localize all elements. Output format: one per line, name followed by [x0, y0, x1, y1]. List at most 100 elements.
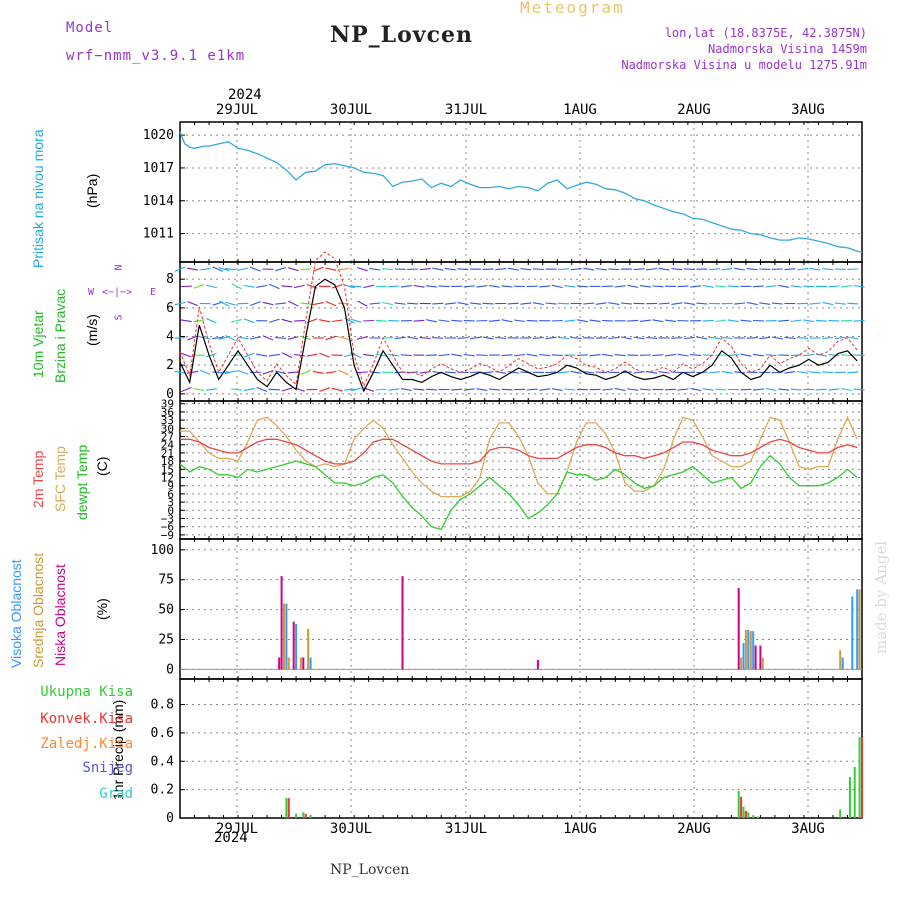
wind-arrow — [708, 336, 720, 340]
wind-arrow — [740, 388, 752, 391]
wind-arrow — [822, 268, 834, 271]
wind-arrow — [558, 336, 570, 340]
ytick-label: 27 — [161, 431, 174, 444]
wind-arrow — [350, 285, 362, 288]
wind-arrow — [664, 388, 677, 391]
wind-arrow — [338, 336, 349, 340]
wind-arrow — [828, 285, 840, 288]
ytick-label: 1017 — [143, 161, 174, 176]
low-cloud-bar — [278, 657, 281, 670]
wind-arrow — [822, 301, 834, 306]
wind-arrow — [287, 336, 299, 340]
wind-arrow — [664, 319, 676, 322]
wind-arrow — [325, 300, 337, 307]
low-cloud-bar — [737, 588, 740, 670]
wind-arrow — [344, 388, 356, 391]
ytick-label: 1020 — [143, 128, 174, 143]
total-rain-bar — [295, 813, 298, 818]
ytick-label: 25 — [158, 633, 174, 648]
wind-arrow — [250, 266, 261, 272]
wind-arrow — [796, 337, 809, 339]
wind-arrow — [281, 285, 293, 288]
wind-arrow — [671, 337, 683, 339]
wind-arrow — [658, 267, 670, 271]
wind-arrow — [224, 301, 236, 306]
wind-arrow — [288, 300, 299, 307]
wind-arrow — [174, 301, 186, 306]
ytick-label: 36 — [161, 406, 174, 419]
wind-arrow — [526, 388, 538, 391]
wind-arrow — [746, 337, 758, 339]
wind-compass: N W <−|−> E S — [88, 262, 168, 326]
wind-arrow — [438, 319, 450, 323]
wind-arrow — [752, 388, 765, 391]
wind-arrow — [847, 371, 859, 374]
wind-arrow — [400, 354, 412, 357]
wind-arrow — [790, 354, 802, 356]
ytick-label: 21 — [161, 447, 174, 460]
model-elevation-text: Nadmorska Visina u modelu 1275.91m — [621, 58, 867, 72]
wind-arrow — [702, 319, 714, 322]
wind-arrow — [708, 268, 721, 271]
wind-arrow — [205, 388, 217, 391]
wind-arrow — [790, 319, 802, 323]
conv-rain-bar — [740, 796, 743, 818]
wind-arrow — [275, 337, 287, 339]
wind-arrow — [583, 267, 595, 271]
wind-arrow — [652, 285, 664, 288]
wind-arrow — [778, 284, 790, 288]
bottom-date-label: 1AUG — [563, 821, 597, 837]
wind-arrow — [752, 319, 765, 322]
wind-arrow — [262, 370, 274, 375]
wind-arrow — [633, 268, 645, 271]
wind-arrow — [356, 371, 368, 374]
wind-arrow — [690, 285, 702, 288]
wind-arrow — [407, 336, 419, 340]
wind-arrow — [482, 336, 494, 340]
wind-arrow — [193, 387, 205, 392]
ytick-label: 0.6 — [151, 726, 174, 741]
wind-arrow — [237, 267, 249, 271]
wind-arrow — [532, 268, 544, 271]
wind-arrow — [457, 302, 469, 306]
wind-arrow — [444, 371, 456, 374]
wind-arrow — [803, 319, 815, 323]
wind-arrow — [432, 337, 444, 339]
wind-arrow — [300, 268, 312, 270]
wind-arrow — [576, 319, 588, 323]
wind-arrow — [671, 371, 683, 374]
wind-arrow — [495, 336, 507, 340]
wind-arrow — [281, 387, 293, 392]
wind-arrow — [809, 267, 821, 271]
wind-arrow — [180, 352, 192, 358]
wind-arrow — [627, 354, 639, 356]
wind-arrow — [419, 336, 431, 340]
wind-arrow — [187, 301, 198, 307]
wind-arrow — [293, 319, 306, 322]
legend-conv-rain: Konvek.Kisa — [40, 711, 133, 727]
wind-arrow — [199, 369, 211, 375]
wind-arrow — [652, 354, 664, 357]
wind-arrow — [784, 336, 796, 340]
wind-arrow — [551, 354, 563, 356]
ytick-label: 8 — [166, 272, 174, 287]
wind-arrow — [815, 388, 827, 391]
wind-arrow — [639, 319, 651, 322]
wind-arrow — [356, 266, 368, 272]
wind-arrow — [231, 388, 243, 391]
wind-arrow — [425, 388, 438, 391]
wind-arrow — [746, 268, 758, 271]
wind-arrow — [375, 388, 387, 391]
wind-arrow — [438, 285, 450, 288]
wind-arrow — [841, 285, 853, 288]
total-rain-bar — [742, 806, 745, 818]
total-rain-bar — [752, 815, 755, 818]
low-cloud-bar — [536, 659, 539, 670]
wind-arrow — [319, 352, 330, 358]
wind-arrow — [532, 302, 544, 306]
wind-arrow — [269, 283, 280, 290]
wind-arrow — [476, 319, 488, 322]
wind-arrow — [275, 267, 287, 272]
wind-arrow — [180, 386, 192, 393]
wind-arrow — [231, 283, 242, 290]
